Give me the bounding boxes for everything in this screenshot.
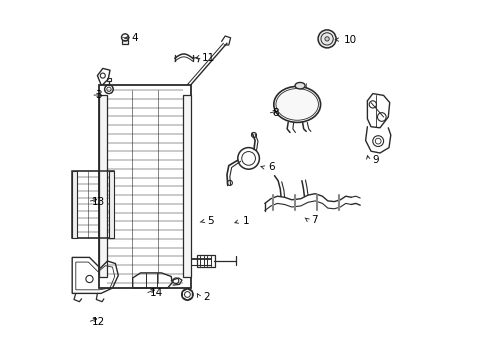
Bar [72,171,114,238]
Text: 7: 7 [312,215,318,225]
Text: 6: 6 [269,162,275,172]
Circle shape [325,37,329,41]
Bar [99,85,191,288]
Text: 11: 11 [202,53,215,63]
Text: 12: 12 [92,317,105,327]
Bar [197,255,215,267]
Text: 13: 13 [92,197,105,207]
Text: 4: 4 [132,33,138,43]
Ellipse shape [295,82,305,89]
Text: 10: 10 [344,35,357,45]
Text: 9: 9 [373,155,379,165]
Circle shape [318,30,336,48]
Bar [72,171,77,238]
Text: 14: 14 [149,288,163,298]
Text: 8: 8 [272,108,279,118]
Text: 3: 3 [96,90,102,100]
Text: 1: 1 [243,216,250,226]
Bar [109,171,114,238]
Text: 5: 5 [207,216,214,226]
Text: 2: 2 [204,292,210,302]
Bar [107,78,111,81]
Bar [99,95,107,277]
Ellipse shape [274,86,320,122]
Bar [183,95,191,277]
Bar [122,40,128,44]
